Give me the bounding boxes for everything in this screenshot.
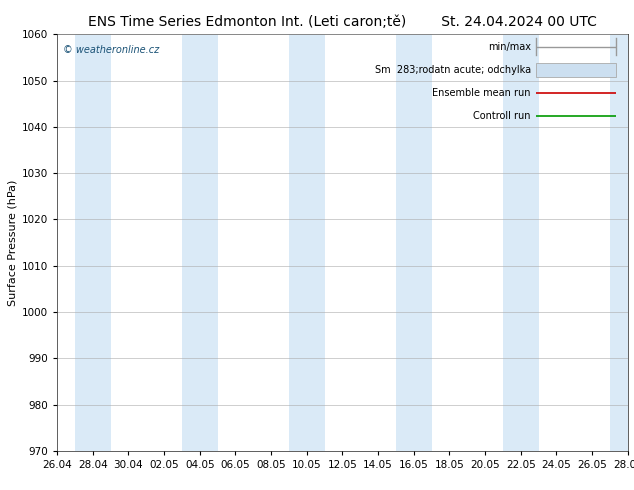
Bar xyxy=(503,34,538,451)
Text: min/max: min/max xyxy=(488,42,531,52)
Bar xyxy=(396,34,432,451)
Bar xyxy=(182,34,217,451)
Bar xyxy=(536,63,616,76)
Bar xyxy=(610,34,628,451)
Bar xyxy=(75,34,110,451)
Bar xyxy=(289,34,325,451)
Text: © weatheronline.cz: © weatheronline.cz xyxy=(63,45,159,55)
Y-axis label: Surface Pressure (hPa): Surface Pressure (hPa) xyxy=(8,179,18,306)
Title: ENS Time Series Edmonton Int. (Leti caron;tě)        St. 24.04.2024 00 UTC: ENS Time Series Edmonton Int. (Leti caro… xyxy=(88,15,597,29)
Text: Controll run: Controll run xyxy=(473,111,531,121)
Text: Ensemble mean run: Ensemble mean run xyxy=(432,88,531,98)
Text: Sm  283;rodatn acute; odchylka: Sm 283;rodatn acute; odchylka xyxy=(375,65,531,74)
